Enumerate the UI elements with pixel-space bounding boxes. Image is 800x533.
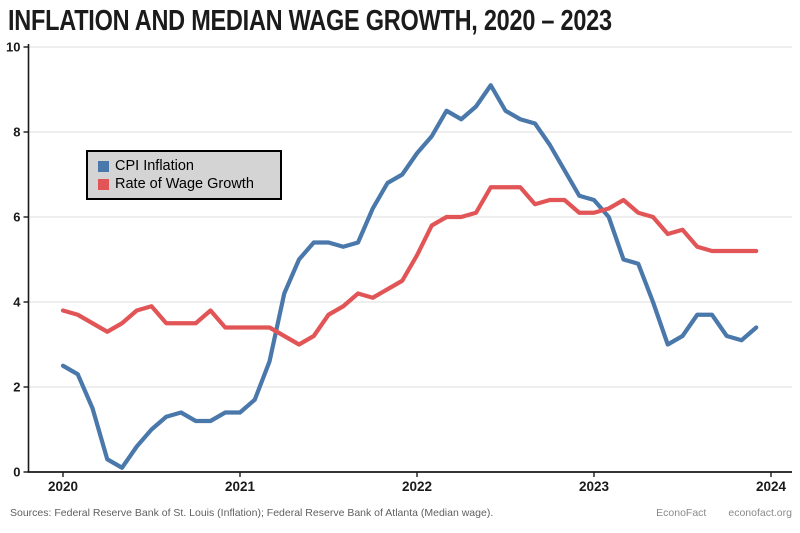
svg-text:2021: 2021 bbox=[225, 479, 256, 494]
data-series-lines bbox=[60, 83, 759, 470]
legend-item-wage-growth: Rate of Wage Growth bbox=[98, 175, 280, 193]
gridlines bbox=[28, 46, 792, 388]
svg-text:2: 2 bbox=[13, 380, 20, 395]
line-chart: 0 2 4 6 8 10 2020 2021 2022 2023 2024 bbox=[6, 40, 792, 494]
brand-site: econofact.org bbox=[728, 507, 792, 519]
chart-title-text: INFLATION AND MEDIAN WAGE GROWTH, 2020 –… bbox=[8, 5, 612, 37]
branding: EconoFact econofact.org bbox=[656, 507, 792, 519]
legend-item-cpi-inflation: CPI Inflation bbox=[98, 157, 280, 175]
sources-note: Sources: Federal Reserve Bank of St. Lou… bbox=[10, 507, 494, 519]
svg-text:8: 8 bbox=[13, 125, 20, 140]
svg-text:2023: 2023 bbox=[579, 479, 610, 494]
legend-box: CPI Inflation Rate of Wage Growth bbox=[86, 150, 282, 200]
cpi-inflation-swatch-icon bbox=[98, 160, 109, 172]
svg-text:2022: 2022 bbox=[402, 479, 432, 494]
svg-text:2020: 2020 bbox=[48, 479, 78, 494]
y-axis-labels: 0 2 4 6 8 10 bbox=[6, 40, 21, 480]
wage-growth-swatch-icon bbox=[98, 178, 109, 190]
legend-label-wage-growth: Rate of Wage Growth bbox=[115, 176, 254, 192]
svg-text:4: 4 bbox=[13, 295, 21, 310]
series-line-wage-growth bbox=[60, 185, 759, 347]
series-line-cpi-inflation bbox=[60, 83, 759, 470]
svg-text:6: 6 bbox=[13, 210, 20, 225]
axes bbox=[23, 44, 792, 477]
chart-title: INFLATION AND MEDIAN WAGE GROWTH, 2020 –… bbox=[8, 5, 753, 38]
svg-text:0: 0 bbox=[13, 465, 20, 480]
legend-label-cpi-inflation: CPI Inflation bbox=[115, 158, 194, 174]
brand-name: EconoFact bbox=[656, 507, 707, 519]
svg-text:2024: 2024 bbox=[756, 479, 787, 494]
svg-text:10: 10 bbox=[6, 40, 20, 55]
x-axis-labels: 2020 2021 2022 2023 2024 bbox=[48, 479, 787, 494]
